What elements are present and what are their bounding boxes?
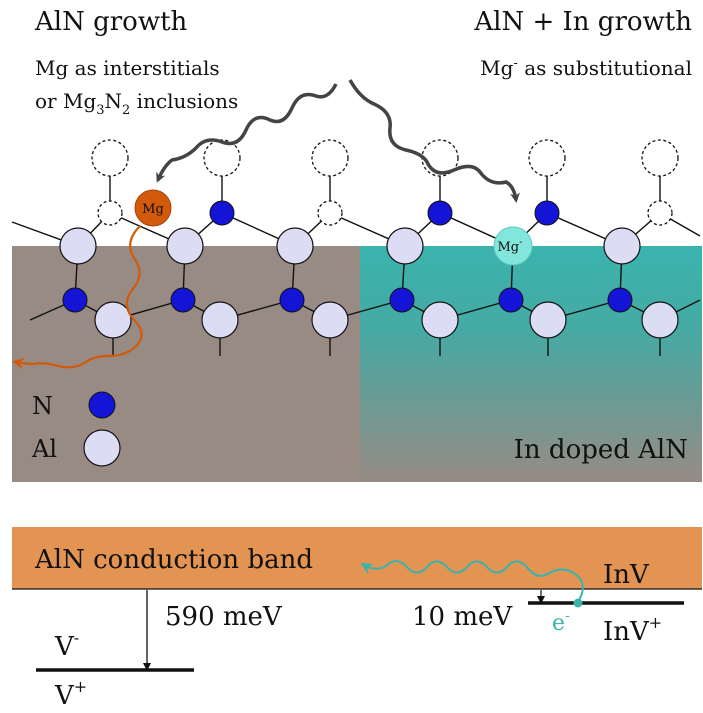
energy-590-label: 590 meV bbox=[165, 602, 283, 632]
al-atom bbox=[311, 301, 349, 339]
al-atom bbox=[59, 227, 97, 265]
v-plus-label: V+ bbox=[54, 677, 87, 711]
electron-emission-arrow bbox=[360, 560, 584, 603]
mg-substitutional-atom bbox=[493, 226, 533, 266]
incoming-path-left-arrow bbox=[156, 83, 338, 183]
dashed-atom bbox=[647, 200, 673, 226]
conduction-band-label: AlN conduction band bbox=[34, 545, 313, 575]
n-atom bbox=[498, 287, 524, 313]
dashed-atom bbox=[317, 200, 343, 226]
n-atom bbox=[389, 287, 415, 313]
inv-label: InV bbox=[603, 560, 650, 590]
n-atoms bbox=[62, 200, 633, 313]
al-atom bbox=[201, 301, 239, 339]
mg-interstitials-text: Mg as interstitials bbox=[35, 56, 220, 80]
undoped-aln-region bbox=[12, 246, 360, 482]
mg-diffusion-arrow bbox=[12, 225, 143, 370]
aln-growth-title: AlN growth bbox=[34, 7, 188, 37]
al-atom bbox=[603, 227, 641, 265]
mg-substitutional-text: Mg- as substitutional bbox=[480, 56, 692, 80]
n-atom bbox=[209, 200, 235, 226]
al-atom bbox=[386, 227, 424, 265]
surface-atom-sites bbox=[91, 139, 679, 226]
dashed-atom bbox=[203, 139, 241, 177]
mg-interstitial-atom bbox=[134, 189, 172, 227]
n-atom bbox=[62, 287, 88, 313]
incoming-path-right-arrow bbox=[348, 79, 520, 203]
n-atom bbox=[427, 200, 453, 226]
al-atom bbox=[641, 301, 679, 339]
n-atom bbox=[170, 287, 196, 313]
conduction-band bbox=[12, 527, 702, 589]
al-atom bbox=[421, 301, 459, 339]
inv-plus-label: InV+ bbox=[603, 613, 662, 647]
mg-atom-label: Mg bbox=[142, 202, 164, 217]
al-atom bbox=[276, 227, 314, 265]
v-minus-label: V- bbox=[54, 628, 79, 662]
dashed-atom bbox=[528, 139, 566, 177]
dashed-atom bbox=[91, 139, 129, 177]
al-atoms bbox=[59, 227, 679, 339]
al-atom bbox=[94, 301, 132, 339]
n-atom bbox=[279, 287, 305, 313]
dashed-atom bbox=[311, 139, 349, 177]
electron-label: e- bbox=[552, 608, 570, 636]
in-doped-aln-label: In doped AlN bbox=[514, 435, 688, 465]
n-atom bbox=[607, 287, 633, 313]
al-atom bbox=[166, 227, 204, 265]
dashed-atom bbox=[97, 200, 123, 226]
legend-n-swatch bbox=[88, 391, 116, 419]
aln-in-growth-title: AlN + In growth bbox=[473, 7, 692, 37]
al-atom bbox=[529, 301, 567, 339]
energy-10-label: 10 meV bbox=[412, 602, 513, 632]
dashed-atom bbox=[641, 139, 679, 177]
n-atom bbox=[534, 200, 560, 226]
mg3n2-inclusions-text: or Mg3N2 inclusions bbox=[35, 89, 238, 118]
legend-n-label: N bbox=[32, 392, 53, 420]
legend-al-swatch bbox=[83, 429, 121, 467]
mg-minus-atom-label: Mg- bbox=[497, 237, 522, 255]
legend-al-label: Al bbox=[31, 435, 57, 463]
in-doped-aln-region bbox=[360, 246, 702, 482]
electron-dot bbox=[573, 598, 583, 608]
